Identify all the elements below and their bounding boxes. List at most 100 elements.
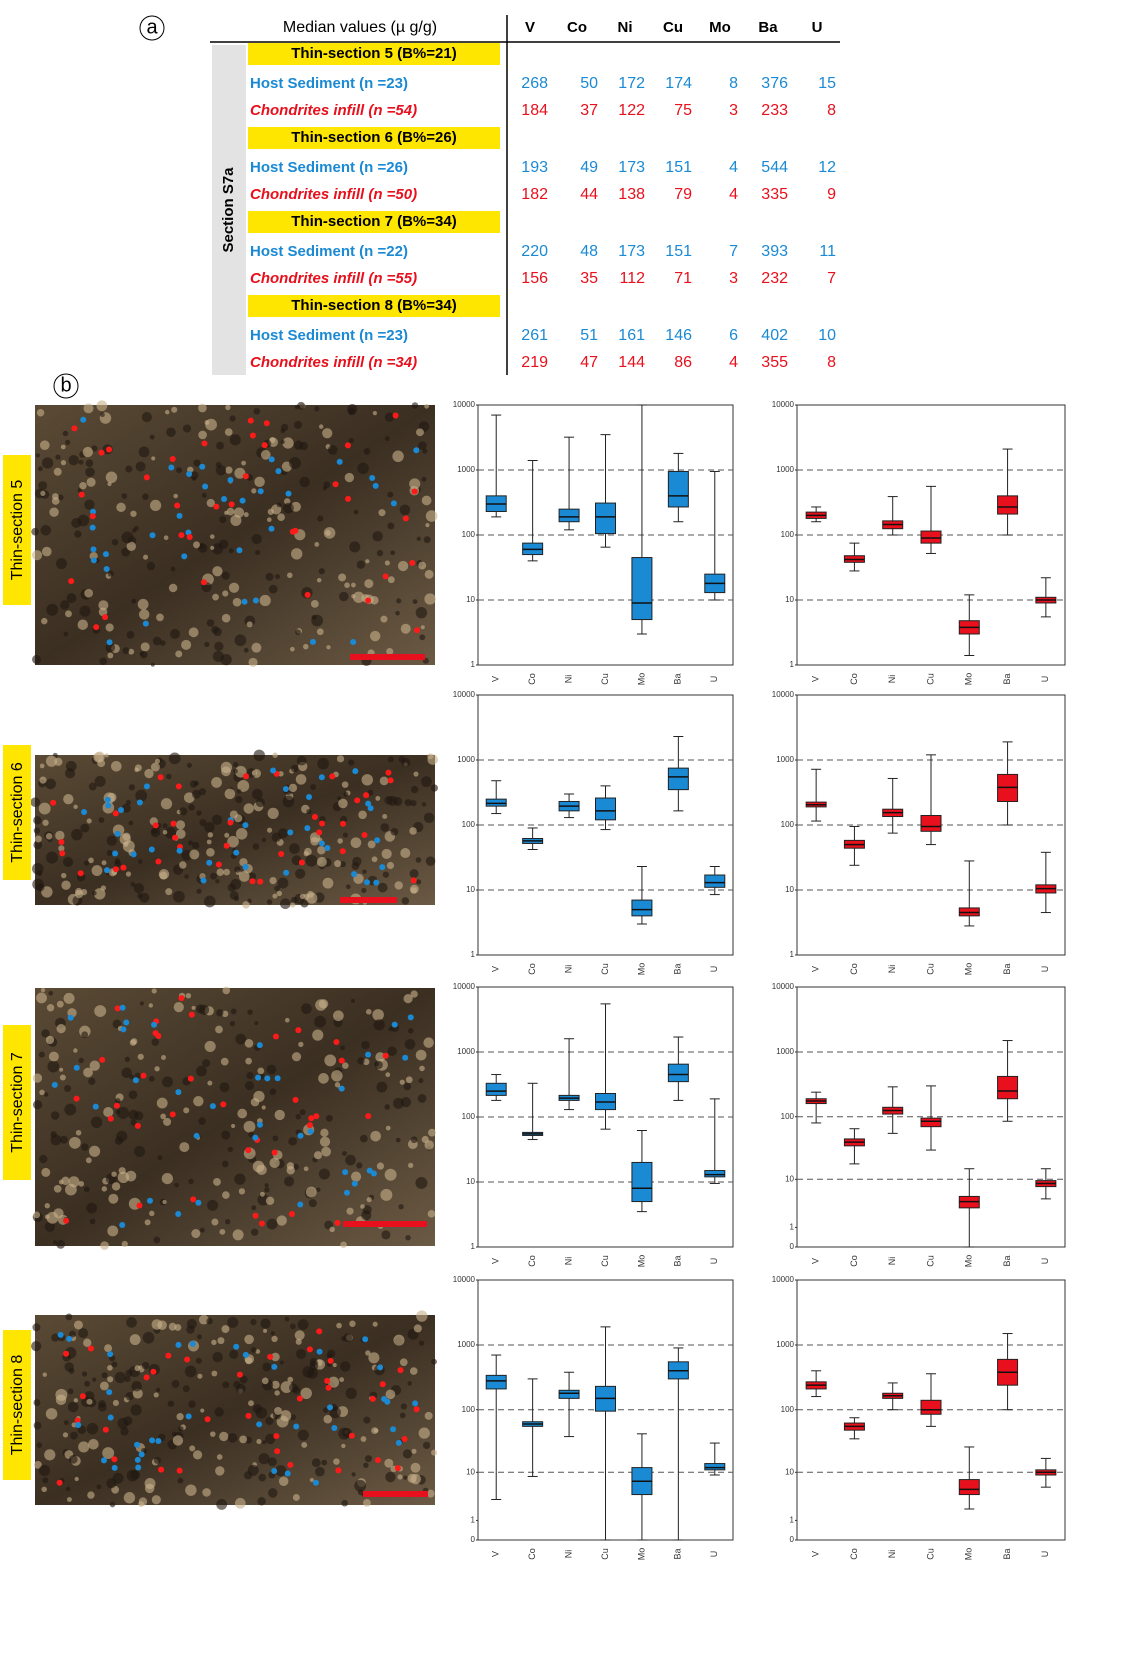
sample-spot: [372, 482, 379, 489]
x-tick-label: Cu: [600, 963, 610, 975]
cell-value: 402: [761, 327, 788, 344]
y-tick-label: 10000: [453, 982, 476, 991]
sample-spot: [273, 1433, 280, 1440]
texture: [42, 1372, 47, 1377]
texture: [68, 454, 79, 466]
texture: [189, 1445, 196, 1452]
texture: [93, 888, 106, 900]
texture: [411, 1448, 417, 1454]
y-tick-label: 1000: [457, 1340, 475, 1349]
texture: [154, 1066, 160, 1072]
texture: [64, 1362, 74, 1372]
texture: [191, 1229, 201, 1239]
texture: [411, 402, 419, 409]
texture: [246, 621, 253, 628]
texture: [66, 1497, 72, 1503]
texture: [148, 1003, 153, 1008]
sample-spot: [107, 1414, 114, 1421]
sample-spot: [365, 597, 372, 604]
texture: [311, 614, 317, 620]
texture: [101, 1186, 108, 1192]
texture: [235, 828, 248, 840]
texture: [387, 1046, 397, 1057]
texture: [228, 582, 240, 593]
texture: [225, 466, 233, 474]
sample-spot: [227, 477, 234, 484]
sample-spot: [309, 638, 316, 645]
sample-spot: [89, 524, 96, 531]
y-tick-label: 100: [462, 820, 476, 829]
sample-spot: [120, 864, 127, 871]
cell-value: 220: [521, 243, 548, 260]
texture: [237, 1108, 248, 1119]
sample-spot: [311, 813, 318, 820]
texture: [315, 1466, 325, 1477]
texture: [275, 574, 280, 580]
x-tick-label: Mo: [964, 963, 974, 976]
sample-spot: [157, 774, 164, 781]
cell-value: 48: [580, 243, 598, 260]
texture: [395, 610, 400, 616]
texture: [44, 1221, 56, 1232]
texture: [303, 643, 309, 650]
cell-value: 261: [521, 327, 548, 344]
texture: [234, 866, 241, 873]
texture: [193, 780, 199, 786]
texture: [279, 1410, 292, 1422]
texture: [365, 1350, 371, 1356]
row-label: Host Sediment (n =26): [250, 159, 408, 176]
texture: [164, 409, 170, 415]
texture: [271, 1380, 280, 1389]
sample-spot: [297, 1132, 304, 1139]
texture: [325, 1114, 333, 1122]
texture: [352, 591, 365, 603]
texture: [199, 819, 207, 827]
y-tick-label: 1000: [457, 1047, 475, 1056]
sample-spot: [304, 825, 311, 832]
texture: [384, 560, 390, 566]
texture: [53, 1184, 62, 1193]
texture: [184, 1365, 197, 1378]
texture: [276, 890, 283, 897]
sample-spot: [152, 822, 159, 829]
box: [558, 508, 580, 523]
sample-spot: [361, 831, 368, 838]
texture: [161, 1172, 173, 1185]
cell-value: 232: [761, 270, 788, 287]
texture: [42, 819, 49, 826]
texture: [322, 428, 333, 439]
texture: [71, 517, 82, 528]
texture: [361, 1210, 372, 1221]
texture: [128, 648, 135, 655]
texture: [62, 1432, 69, 1438]
section-title: Thin-section 6 (B%=26): [291, 129, 456, 146]
texture: [216, 1498, 228, 1510]
cell-value: 35: [580, 270, 598, 287]
texture: [408, 1162, 414, 1169]
sample-spot: [175, 1089, 182, 1096]
texture: [269, 1157, 280, 1168]
box: [631, 899, 653, 917]
texture: [295, 868, 306, 879]
texture: [40, 525, 51, 536]
texture: [135, 789, 148, 802]
texture: [210, 545, 215, 550]
texture: [387, 576, 395, 584]
texture: [56, 1000, 64, 1008]
sample-spot: [104, 867, 111, 874]
texture: [381, 1230, 391, 1240]
texture: [200, 1408, 205, 1413]
sample-spot: [190, 1196, 197, 1203]
texture: [75, 1129, 82, 1136]
x-tick-label: Co: [527, 1255, 537, 1267]
texture: [42, 1477, 49, 1484]
texture: [32, 1323, 41, 1332]
sample-spot: [120, 1026, 127, 1033]
texture: [134, 764, 142, 772]
texture: [92, 1377, 97, 1382]
cell-value: 3: [729, 270, 738, 287]
texture: [317, 846, 326, 855]
texture: [191, 841, 200, 850]
texture: [185, 992, 192, 999]
texture: [280, 898, 291, 910]
